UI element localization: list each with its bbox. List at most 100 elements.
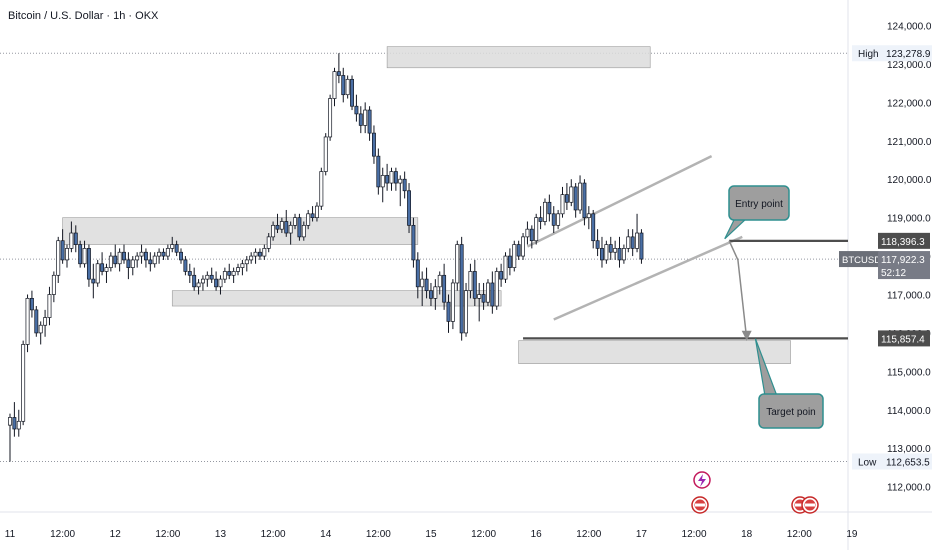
candle-body[interactable] bbox=[104, 267, 109, 272]
candle-body[interactable] bbox=[174, 244, 179, 253]
candle-body[interactable] bbox=[16, 420, 21, 430]
candle-body[interactable] bbox=[503, 255, 508, 280]
candle-body[interactable] bbox=[630, 236, 635, 249]
candle-body[interactable] bbox=[455, 244, 460, 284]
candle-body[interactable] bbox=[130, 259, 135, 268]
candle-body[interactable] bbox=[21, 344, 26, 422]
candle-body[interactable] bbox=[367, 109, 372, 134]
candle-body[interactable] bbox=[222, 271, 227, 280]
candle-body[interactable] bbox=[521, 236, 525, 257]
candle-body[interactable] bbox=[161, 251, 166, 257]
candle-body[interactable] bbox=[411, 224, 416, 261]
candle-body[interactable] bbox=[227, 271, 232, 276]
candle-body[interactable] bbox=[464, 290, 468, 334]
candle-body[interactable] bbox=[126, 259, 131, 268]
candle-body[interactable] bbox=[429, 290, 433, 299]
candle-body[interactable] bbox=[165, 248, 170, 257]
candle-body[interactable] bbox=[100, 263, 105, 272]
candle-body[interactable] bbox=[8, 417, 12, 426]
candle-body[interactable] bbox=[499, 271, 504, 280]
candle-body[interactable] bbox=[604, 244, 609, 261]
candle-body[interactable] bbox=[578, 182, 583, 211]
candle-body[interactable] bbox=[328, 98, 333, 138]
candle-body[interactable] bbox=[257, 251, 262, 257]
candle-body[interactable] bbox=[402, 178, 407, 192]
candle-body[interactable] bbox=[157, 251, 162, 257]
candle-body[interactable] bbox=[196, 282, 201, 288]
candle-body[interactable] bbox=[38, 324, 43, 334]
candle-body[interactable] bbox=[34, 309, 39, 334]
candle-body[interactable] bbox=[152, 255, 157, 265]
candle-body[interactable] bbox=[424, 278, 429, 292]
candle-body[interactable] bbox=[494, 271, 499, 307]
candle-body[interactable] bbox=[613, 248, 618, 253]
candle-body[interactable] bbox=[148, 259, 153, 265]
candle-body[interactable] bbox=[266, 236, 271, 249]
candle-body[interactable] bbox=[385, 175, 390, 184]
candle-body[interactable] bbox=[393, 171, 398, 184]
candle-body[interactable] bbox=[65, 248, 69, 261]
candle-body[interactable] bbox=[187, 271, 192, 276]
candle-body[interactable] bbox=[437, 274, 442, 288]
candle-body[interactable] bbox=[315, 205, 319, 219]
candle-body[interactable] bbox=[122, 251, 126, 261]
candle-body[interactable] bbox=[288, 224, 293, 234]
candle-body[interactable] bbox=[29, 297, 34, 311]
candle-body[interactable] bbox=[73, 232, 78, 245]
candle-body[interactable] bbox=[608, 244, 613, 253]
candle-body[interactable] bbox=[543, 201, 547, 222]
candle-body[interactable] bbox=[516, 244, 521, 257]
candle-body[interactable] bbox=[214, 278, 219, 288]
candle-body[interactable] bbox=[600, 248, 604, 261]
candle-body[interactable] bbox=[534, 217, 539, 242]
candle-body[interactable] bbox=[25, 297, 30, 345]
candle-body[interactable] bbox=[218, 278, 223, 288]
candle-body[interactable] bbox=[512, 244, 517, 268]
candle-body[interactable] bbox=[380, 175, 385, 188]
candle-body[interactable] bbox=[556, 213, 561, 226]
candle-body[interactable] bbox=[200, 278, 205, 284]
candle-body[interactable] bbox=[446, 301, 451, 322]
candle-body[interactable] bbox=[170, 244, 175, 249]
candle-body[interactable] bbox=[573, 186, 578, 211]
candle-body[interactable] bbox=[564, 194, 569, 203]
candle-body[interactable] bbox=[586, 213, 591, 219]
candle-body[interactable] bbox=[301, 224, 306, 238]
candle-body[interactable] bbox=[635, 232, 640, 249]
candle-body[interactable] bbox=[183, 259, 188, 272]
candle-body[interactable] bbox=[82, 248, 87, 265]
candle-body[interactable] bbox=[529, 228, 534, 242]
candle-body[interactable] bbox=[582, 182, 587, 219]
candle-body[interactable] bbox=[433, 286, 438, 299]
candle-body[interactable] bbox=[244, 259, 249, 265]
candle-body[interactable] bbox=[472, 271, 477, 299]
candle-body[interactable] bbox=[341, 75, 346, 96]
candle-body[interactable] bbox=[468, 271, 473, 292]
candle-body[interactable] bbox=[275, 224, 280, 230]
candle-body[interactable] bbox=[284, 221, 289, 234]
candle-body[interactable] bbox=[442, 274, 447, 303]
candle-body[interactable] bbox=[538, 217, 543, 222]
candle-body[interactable] bbox=[139, 251, 144, 257]
candle-body[interactable] bbox=[354, 105, 359, 115]
candle-body[interactable] bbox=[91, 278, 96, 284]
candle-body[interactable] bbox=[108, 255, 113, 268]
candle-body[interactable] bbox=[560, 194, 565, 215]
candle-body[interactable] bbox=[209, 274, 214, 280]
candle-body[interactable] bbox=[249, 255, 254, 261]
candle-body[interactable] bbox=[86, 248, 91, 280]
candle-body[interactable] bbox=[236, 267, 240, 272]
candle-body[interactable] bbox=[323, 136, 328, 172]
candle-body[interactable] bbox=[490, 282, 495, 307]
candle-body[interactable] bbox=[113, 255, 118, 265]
candle-body[interactable] bbox=[547, 201, 552, 215]
candle-body[interactable] bbox=[192, 274, 197, 288]
candle-body[interactable] bbox=[617, 248, 622, 261]
candle-body[interactable] bbox=[43, 317, 48, 326]
candle-body[interactable] bbox=[363, 109, 368, 126]
candle-body[interactable] bbox=[293, 217, 297, 226]
candle-body[interactable] bbox=[47, 294, 52, 318]
candle-body[interactable] bbox=[297, 217, 302, 238]
